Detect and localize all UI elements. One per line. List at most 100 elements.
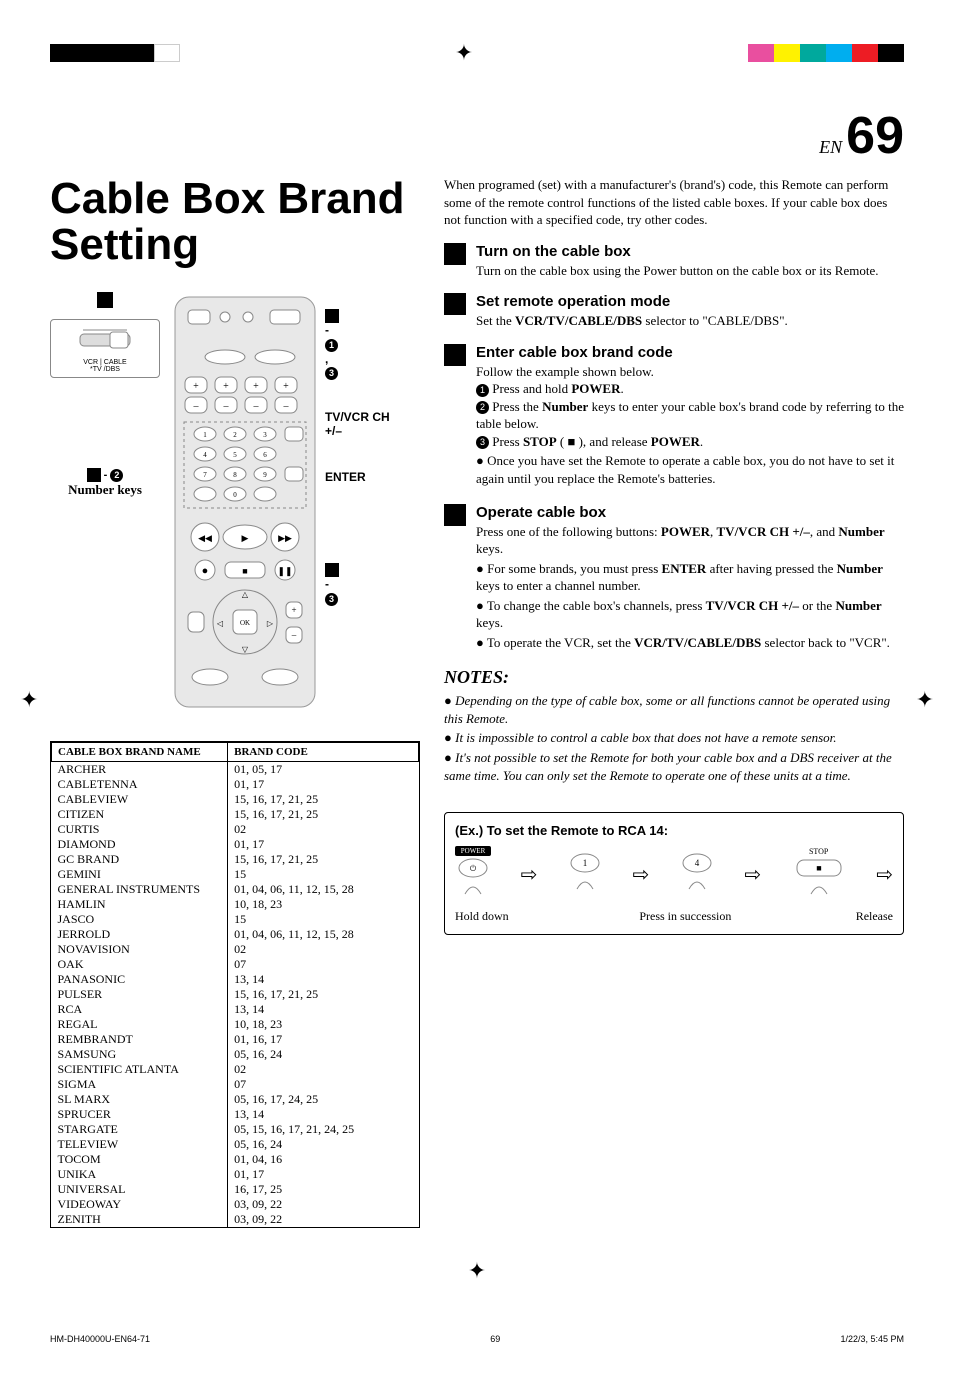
svg-text:◀◀: ◀◀ <box>198 533 212 543</box>
svg-text:–: – <box>223 401 230 412</box>
example-key-1: 1 <box>567 851 603 898</box>
notes-heading: NOTES: <box>444 667 904 688</box>
example-box: (Ex.) To set the Remote to RCA 14: POWER… <box>444 812 904 935</box>
svg-text:–: – <box>291 630 297 640</box>
svg-text:7: 7 <box>203 471 207 479</box>
page-number: 69 <box>846 107 904 165</box>
svg-text:▶▶: ▶▶ <box>278 533 292 543</box>
notes-list: Depending on the type of cable box, some… <box>444 692 904 784</box>
svg-text:1: 1 <box>583 858 588 868</box>
table-row: JERROLD01, 04, 06, 11, 12, 15, 28 <box>52 927 419 942</box>
table-row: REMBRANDT01, 16, 17 <box>52 1032 419 1047</box>
register-mark-icon: ✦ <box>455 40 473 66</box>
svg-text:+: + <box>253 381 259 392</box>
svg-text:+: + <box>291 605 296 615</box>
footer-page: 69 <box>490 1334 500 1344</box>
svg-text:▶: ▶ <box>242 533 249 543</box>
table-row: NOVAVISION02 <box>52 942 419 957</box>
table-row: UNIKA01, 17 <box>52 1167 419 1182</box>
table-row: GC BRAND15, 16, 17, 21, 25 <box>52 852 419 867</box>
register-mark-icon: ✦ <box>20 687 38 713</box>
step: Set remote operation modeSet the VCR/TV/… <box>444 293 904 330</box>
svg-text:+: + <box>223 381 229 392</box>
table-row: GENERAL INSTRUMENTS01, 04, 06, 11, 12, 1… <box>52 882 419 897</box>
table-row: STARGATE05, 15, 16, 17, 21, 24, 25 <box>52 1122 419 1137</box>
example-press-label: Press in succession <box>639 909 731 924</box>
svg-text:OK: OK <box>240 619 250 627</box>
svg-text:4: 4 <box>695 858 700 868</box>
table-row: HAMLIN10, 18, 23 <box>52 897 419 912</box>
table-row: SPRUCER13, 14 <box>52 1107 419 1122</box>
remote-body-icon: ++++ –––– 123 456 <box>170 292 320 712</box>
table-row: RCA13, 14 <box>52 1002 419 1017</box>
table-row: CURTIS02 <box>52 822 419 837</box>
list-item: Depending on the type of cable box, some… <box>444 692 904 727</box>
callout-enter: ENTER <box>325 470 366 484</box>
table-row: ZENITH03, 09, 22 <box>52 1212 419 1227</box>
svg-text:❚❚: ❚❚ <box>277 566 292 577</box>
example-stop-button: STOP ■ <box>791 847 847 903</box>
right-swatches <box>748 44 904 62</box>
svg-text:5: 5 <box>233 451 237 459</box>
table-row: SL MARX05, 16, 17, 24, 25 <box>52 1092 419 1107</box>
step-number-box <box>444 293 466 315</box>
svg-text:◁: ◁ <box>217 619 224 628</box>
page-title: Cable Box Brand Setting <box>50 176 420 268</box>
step: Turn on the cable boxTurn on the cable b… <box>444 243 904 280</box>
table-row: TELEVIEW05, 16, 24 <box>52 1137 419 1152</box>
svg-text:3: 3 <box>263 431 267 439</box>
table-row: GEMINI15 <box>52 867 419 882</box>
page-number-prefix: EN <box>819 137 842 157</box>
table-header-code: BRAND CODE <box>228 743 419 762</box>
step: Operate cable boxPress one of the follow… <box>444 504 904 654</box>
table-row: CABLETENNA01, 17 <box>52 777 419 792</box>
svg-text:8: 8 <box>233 471 237 479</box>
svg-text:–: – <box>283 401 290 412</box>
table-row: CITIZEN15, 16, 17, 21, 25 <box>52 807 419 822</box>
footer-date: 1/22/3, 5:45 PM <box>840 1334 904 1344</box>
step-heading: Enter cable box brand code <box>476 344 904 361</box>
table-row: OAK07 <box>52 957 419 972</box>
svg-text:–: – <box>193 401 200 412</box>
callout-power: - 1,3 <box>325 308 339 379</box>
table-row: SCIENTIFIC ATLANTA02 <box>52 1062 419 1077</box>
table-row: REGAL10, 18, 23 <box>52 1017 419 1032</box>
callout-number-keys: Number keys <box>50 482 160 498</box>
callout-tvvcr: TV/VCR CH +/– <box>325 410 405 438</box>
table-row: UNIVERSAL16, 17, 25 <box>52 1182 419 1197</box>
svg-text:■: ■ <box>242 566 247 576</box>
svg-text:△: △ <box>242 590 249 599</box>
table-row: TOCOM01, 04, 16 <box>52 1152 419 1167</box>
svg-text:2: 2 <box>233 431 237 439</box>
brand-code-table: CABLE BOX BRAND NAME BRAND CODE ARCHER01… <box>51 742 419 1227</box>
remote-diagram: VCR | CABLE *TV /DBS C - ② - 2 Number ke… <box>50 292 420 717</box>
svg-text:⏻: ⏻ <box>470 864 477 873</box>
svg-text:6: 6 <box>263 451 267 459</box>
svg-text:9: 9 <box>263 471 267 479</box>
example-hold-label: Hold down <box>455 909 515 924</box>
svg-text:●: ● <box>202 565 209 577</box>
left-swatches <box>50 44 180 62</box>
example-title: (Ex.) To set the Remote to RCA 14: <box>455 823 893 838</box>
svg-text:▷: ▷ <box>267 619 274 628</box>
step-heading: Set remote operation mode <box>476 293 904 310</box>
table-row: CABLEVIEW15, 16, 17, 21, 25 <box>52 792 419 807</box>
table-row: DIAMOND01, 17 <box>52 837 419 852</box>
footer-left: HM-DH40000U-EN64-71 <box>50 1334 150 1344</box>
example-key-4: 4 <box>679 851 715 898</box>
svg-text:1: 1 <box>203 431 207 439</box>
table-row: SIGMA07 <box>52 1077 419 1092</box>
register-mark-icon: ✦ <box>468 1258 486 1283</box>
step-number-box <box>444 243 466 265</box>
table-row: ARCHER01, 05, 17 <box>52 762 419 778</box>
example-power-button: POWER ⏻ <box>455 846 491 903</box>
svg-text:+: + <box>283 381 289 392</box>
table-header-brand: CABLE BOX BRAND NAME <box>52 743 228 762</box>
callout-stop: - 3 <box>325 562 339 605</box>
list-item: It's not possible to set the Remote for … <box>444 749 904 784</box>
table-row: JASCO15 <box>52 912 419 927</box>
step-heading: Turn on the cable box <box>476 243 904 260</box>
register-mark-icon: ✦ <box>916 687 934 713</box>
svg-text:–: – <box>253 401 260 412</box>
svg-text:▽: ▽ <box>242 645 249 654</box>
